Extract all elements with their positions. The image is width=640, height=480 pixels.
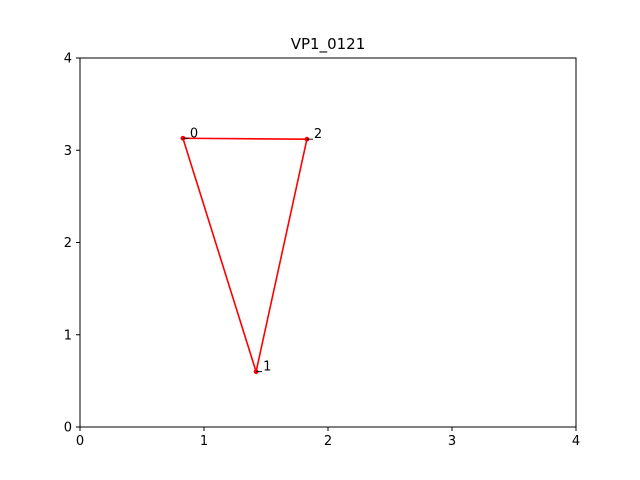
x-tick-label: 1 (200, 434, 208, 449)
x-tick-label: 0 (76, 434, 84, 449)
point-label: 0 (190, 126, 198, 141)
chart-title: VP1_0121 (291, 35, 366, 54)
y-tick-label: 3 (64, 144, 72, 159)
plot-frame (79, 57, 577, 428)
x-tick-label: 4 (572, 434, 580, 449)
y-tick-label: 4 (64, 52, 72, 67)
x-axis: 0 1 2 3 4 (76, 427, 580, 449)
plot-area (80, 58, 576, 427)
series-line (182, 137, 308, 375)
x-tick-label: 3 (448, 434, 456, 449)
point-label: 1 (263, 360, 271, 375)
y-tick-label: 0 (64, 421, 72, 436)
y-tick-label: 2 (64, 236, 72, 251)
series-triangle: 0 1 2 (180, 126, 322, 375)
x-tick-label: 2 (324, 434, 332, 449)
y-axis: 0 1 2 3 4 (64, 52, 80, 436)
y-tick-label: 1 (64, 328, 72, 343)
point-label: 2 (314, 127, 322, 142)
